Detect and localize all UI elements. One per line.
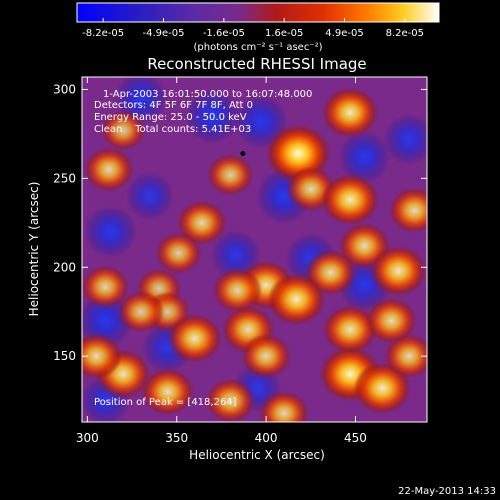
hot-region — [82, 265, 130, 309]
hot-region — [167, 313, 222, 364]
hot-region — [370, 245, 427, 297]
y-tick-label: 200 — [53, 260, 76, 274]
source-marker — [240, 150, 246, 156]
y-tick-label: 250 — [53, 171, 76, 185]
colorbar-tick-labels: -8.2e-05 -4.9e-05 -1.6e-05 1.6e-05 4.9e-05 8.… — [82, 28, 424, 39]
hot-region — [321, 87, 379, 138]
hot-region — [365, 297, 417, 344]
hot-region — [155, 232, 202, 275]
plot-frame — [81, 76, 428, 423]
annotation-time-range: 1-Apr-2003 16:01:50.000 to 16:07:48.000 — [103, 89, 312, 100]
hot-region — [241, 333, 292, 379]
x-axis-ticks — [86, 77, 356, 422]
intensity-map — [82, 77, 427, 422]
y-tick-label: 300 — [53, 82, 76, 96]
hot-region — [212, 267, 263, 313]
hot-region — [82, 333, 123, 380]
hot-region — [322, 304, 378, 355]
x-tick-label: 350 — [165, 431, 188, 445]
colorbar-tick-label: 4.9e-05 — [325, 28, 363, 39]
hot-region — [117, 290, 165, 333]
timestamp-footer: 22-May-2013 14:33 — [398, 486, 496, 497]
y-tick-label: 150 — [53, 349, 76, 363]
x-tick-label: 400 — [255, 431, 278, 445]
colorbar-tick-label: -1.6e-05 — [203, 28, 245, 39]
x-axis-tick-labels: 300 350 400 450 — [76, 431, 367, 445]
hot-region — [141, 367, 195, 416]
annotation-detectors: Detectors: 4F 5F 6F 7F 8F, Att 0 — [94, 100, 253, 111]
y-axis-ticks — [82, 88, 427, 357]
hot-region — [176, 200, 227, 246]
chart-title: Reconstructed RHESSI Image — [147, 55, 366, 73]
hot-region — [384, 333, 427, 379]
colorbar-tick-label: -4.9e-05 — [143, 28, 185, 39]
cool-region — [84, 205, 138, 259]
peak-position-label: Position of Peak = [418,264] — [94, 397, 237, 408]
colorbar-tick-label: 8.2e-05 — [386, 28, 424, 39]
y-axis-label: Heliocentric Y (arcsec) — [27, 182, 41, 317]
cool-region — [337, 130, 391, 184]
colorbar — [76, 2, 440, 23]
cool-region — [184, 88, 241, 145]
hot-region — [100, 110, 146, 151]
colorbar-tick-label: -8.2e-05 — [82, 28, 124, 39]
cool-region — [125, 171, 175, 221]
colorbar-ticks — [102, 18, 406, 22]
x-tick-label: 300 — [76, 431, 99, 445]
hot-region — [388, 187, 427, 234]
hot-region — [267, 273, 326, 326]
cool-region — [383, 113, 427, 165]
hot-region — [259, 390, 309, 422]
hot-region — [321, 173, 380, 226]
x-tick-label: 450 — [344, 431, 367, 445]
x-axis-label: Heliocentric X (arcsec) — [189, 448, 325, 462]
hot-region — [83, 147, 134, 192]
colorbar-unit-label: (photons cm⁻² s⁻¹ asec⁻²) — [193, 42, 322, 53]
y-axis-tick-labels: 150 200 250 300 — [53, 82, 76, 363]
hot-region — [205, 378, 256, 422]
annotation-energy-range: Energy Range: 25.0 - 50.0 keV — [94, 112, 247, 123]
colorbar-tick-label: 1.6e-05 — [265, 28, 303, 39]
hot-region — [207, 153, 254, 196]
annotation-total-counts: Clean Total counts: 5.41E+03 — [94, 124, 251, 135]
